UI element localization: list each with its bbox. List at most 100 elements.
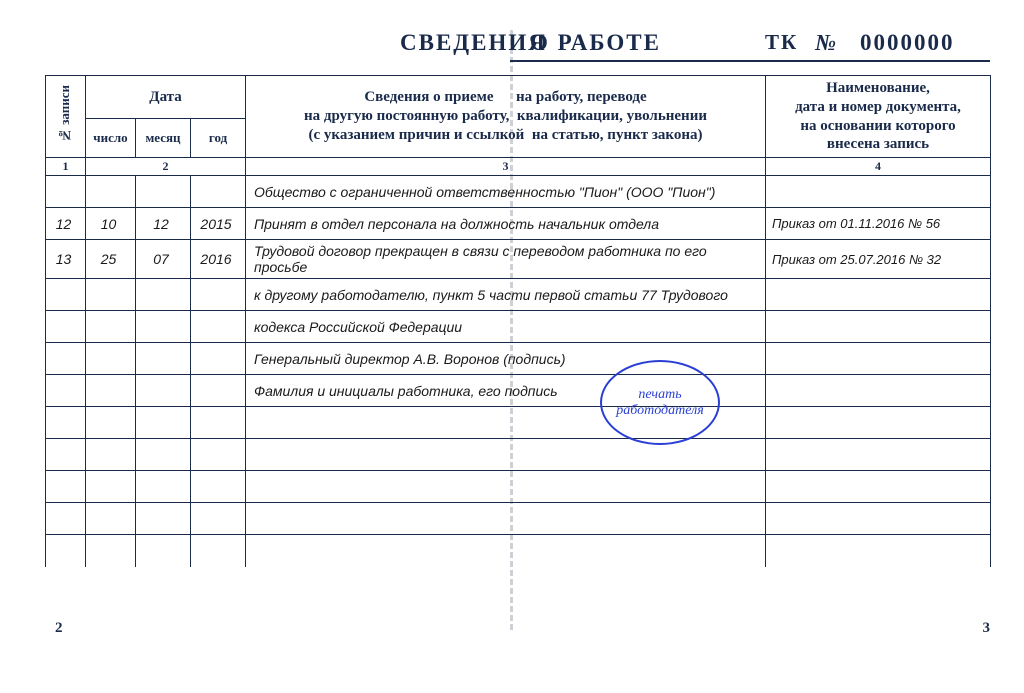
cell-m — [136, 279, 191, 311]
cell-d — [86, 439, 136, 471]
cell-d: 10 — [86, 208, 136, 240]
cell-m — [136, 407, 191, 439]
colnum-4: 4 — [766, 158, 991, 176]
cell-n — [46, 471, 86, 503]
cell-doc — [766, 176, 991, 208]
cell-m — [136, 176, 191, 208]
title-left: СВЕДЕНИЯ — [400, 30, 547, 56]
cell-y — [191, 343, 246, 375]
table-row: к другому работодателю, пункт 5 части пе… — [46, 279, 991, 311]
cell-n — [46, 535, 86, 567]
cell-y — [191, 311, 246, 343]
cell-desc — [246, 407, 766, 439]
cell-m: 07 — [136, 240, 191, 279]
cell-desc — [246, 503, 766, 535]
cell-d — [86, 407, 136, 439]
cell-n — [46, 439, 86, 471]
cell-n — [46, 407, 86, 439]
cell-desc: Фамилия и инициалы работника, его подпис… — [246, 375, 766, 407]
cell-doc — [766, 407, 991, 439]
tk-num-symbol: № — [815, 30, 836, 56]
page-number-right: 3 — [983, 620, 991, 637]
cell-d — [86, 375, 136, 407]
colnum-1: 1 — [46, 158, 86, 176]
cell-doc — [766, 311, 991, 343]
cell-n — [46, 343, 86, 375]
cell-m: 12 — [136, 208, 191, 240]
cell-doc: Приказ от 01.11.2016 № 56 — [766, 208, 991, 240]
cell-y — [191, 279, 246, 311]
cell-doc — [766, 471, 991, 503]
table-row: Фамилия и инициалы работника, его подпис… — [46, 375, 991, 407]
table-row: Общество с ограниченной ответственностью… — [46, 176, 991, 208]
cell-d — [86, 311, 136, 343]
cell-doc: Приказ от 25.07.2016 № 32 — [766, 240, 991, 279]
cell-n — [46, 375, 86, 407]
cell-y — [191, 439, 246, 471]
table-row: кодекса Российской Федерации — [46, 311, 991, 343]
cell-d — [86, 503, 136, 535]
cell-d — [86, 279, 136, 311]
cell-d — [86, 176, 136, 208]
cell-doc — [766, 439, 991, 471]
cell-desc — [246, 471, 766, 503]
cell-desc: Общество с ограниченной ответственностью… — [246, 176, 766, 208]
col-month: месяц — [136, 119, 191, 158]
cell-desc: кодекса Российской Федерации — [246, 311, 766, 343]
col-year: год — [191, 119, 246, 158]
cell-desc: Принят в отдел персонала на должность на… — [246, 208, 766, 240]
cell-desc: Трудовой договор прекращен в связи с пер… — [246, 240, 766, 279]
cell-y — [191, 375, 246, 407]
table-row — [46, 471, 991, 503]
workbook-page: СВЕДЕНИЯ О РАБОТЕ ТК № 0000000 № записи … — [45, 30, 990, 630]
title-right: О РАБОТЕ — [530, 30, 661, 56]
tk-label: ТК — [765, 30, 798, 55]
cell-m — [136, 503, 191, 535]
cell-n — [46, 503, 86, 535]
cell-m — [136, 311, 191, 343]
cell-d — [86, 535, 136, 567]
colnum-2: 2 — [86, 158, 246, 176]
col-date: Дата — [86, 76, 246, 119]
table-row — [46, 439, 991, 471]
table-row: Генеральный директор А.В. Воронов (подпи… — [46, 343, 991, 375]
cell-y — [191, 407, 246, 439]
colnum-3: 3 — [246, 158, 766, 176]
cell-doc — [766, 279, 991, 311]
page-number-left: 2 — [55, 620, 63, 637]
table-row — [46, 535, 991, 567]
cell-m — [136, 439, 191, 471]
table-row: 1210122015Принят в отдел персонала на до… — [46, 208, 991, 240]
cell-doc — [766, 503, 991, 535]
cell-doc — [766, 535, 991, 567]
col-details: Сведения о приеме на работу, переводе на… — [246, 76, 766, 158]
cell-desc — [246, 535, 766, 567]
title-underline — [510, 60, 990, 62]
table-row — [46, 407, 991, 439]
cell-doc — [766, 343, 991, 375]
cell-y: 2015 — [191, 208, 246, 240]
cell-y — [191, 503, 246, 535]
cell-m — [136, 471, 191, 503]
cell-doc — [766, 375, 991, 407]
cell-y — [191, 176, 246, 208]
table-row: 1325072016Трудовой договор прекращен в с… — [46, 240, 991, 279]
cell-d: 25 — [86, 240, 136, 279]
col-doc: Наименование, дата и номер документа, на… — [766, 76, 991, 158]
cell-m — [136, 375, 191, 407]
col-rec-no: № записи — [46, 76, 86, 158]
cell-y — [191, 535, 246, 567]
table-row — [46, 503, 991, 535]
cell-desc: Генеральный директор А.В. Воронов (подпи… — [246, 343, 766, 375]
cell-d — [86, 471, 136, 503]
cell-n — [46, 279, 86, 311]
title-row: СВЕДЕНИЯ О РАБОТЕ ТК № 0000000 — [45, 30, 990, 70]
cell-desc: к другому работодателю, пункт 5 части пе… — [246, 279, 766, 311]
cell-n — [46, 176, 86, 208]
cell-m — [136, 343, 191, 375]
cell-d — [86, 343, 136, 375]
cell-y: 2016 — [191, 240, 246, 279]
cell-m — [136, 535, 191, 567]
cell-n: 13 — [46, 240, 86, 279]
cell-n — [46, 311, 86, 343]
